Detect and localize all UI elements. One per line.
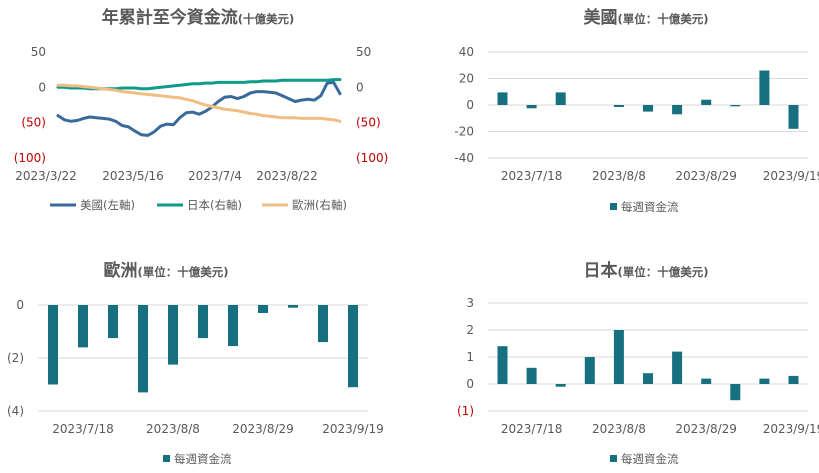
y-tick-label: 2 <box>466 323 474 337</box>
y-tick-label: -40 <box>454 151 474 165</box>
x-tick-label: 2023/8/8 <box>592 422 646 436</box>
y-tick-label: (2) <box>7 351 24 365</box>
bar <box>643 105 653 112</box>
bar <box>318 305 328 343</box>
y-tick-label: 0 <box>466 98 474 112</box>
y-tick-label: 20 <box>459 72 474 86</box>
legend-label: 每週資金流 <box>621 452 679 466</box>
y-right-tick-label: 0 <box>356 80 364 94</box>
us-flows-chart: 美國(單位：十億美元) 40 20 0 -20 -40 2023/7/18 2023/8/8… <box>454 7 819 214</box>
y-tick-label: 0 <box>16 298 24 312</box>
bar <box>555 92 566 105</box>
bar <box>526 367 537 384</box>
bar <box>108 305 118 339</box>
y-tick-label: (1) <box>457 404 474 418</box>
x-tick-label: 2023/7/4 <box>188 169 242 183</box>
japan-flows-panel: 日本(單位：十億美元) 3 2 1 0 (1) 2023/7/18 2023/8/8 2023… <box>410 235 819 469</box>
legend-swatch <box>610 203 617 210</box>
bar <box>759 70 770 105</box>
chart-title: 年累計至今資金流(十億美元) <box>102 7 295 28</box>
europe-flows-chart: 歐洲(單位：十億美元) 0 (2) (4) 2023/7/18 2023/8/8 2023… <box>7 260 384 466</box>
bar <box>701 99 712 105</box>
bar <box>730 384 741 401</box>
cumulative-flows-panel: 年累計至今資金流(十億美元) 50 0 (50) (100) 50 0 (50) (100)… <box>0 0 410 235</box>
x-tick-label: 2023/8/29 <box>675 422 737 436</box>
bar <box>198 305 208 339</box>
chart-title: 美國(單位：十億美元) <box>583 7 708 28</box>
bar <box>555 384 566 387</box>
japan-flows-chart: 日本(單位：十億美元) 3 2 1 0 (1) 2023/7/18 2023/8/8 2023… <box>457 260 819 466</box>
bar <box>258 305 268 313</box>
y-tick-label: 0 <box>466 377 474 391</box>
bar <box>672 105 683 115</box>
bar <box>788 105 799 129</box>
bar <box>584 357 595 384</box>
bar <box>228 305 238 347</box>
y-left-tick-label: (50) <box>21 116 46 130</box>
y-right-tick-label: (50) <box>356 116 381 130</box>
x-tick-label: 2023/8/8 <box>592 169 646 183</box>
bar <box>759 378 770 384</box>
bar <box>730 105 741 107</box>
x-tick-label: 2023/7/18 <box>501 169 563 183</box>
legend-swatch <box>610 455 617 462</box>
y-left-tick-label: (100) <box>14 151 46 165</box>
y-tick-label: 3 <box>466 296 474 310</box>
bar <box>613 105 624 107</box>
y-right-tick-label: (100) <box>356 151 388 165</box>
x-tick-label: 2023/8/29 <box>232 422 294 436</box>
legend-label: 每週資金流 <box>174 452 232 466</box>
bar <box>138 305 148 393</box>
bar <box>643 373 653 384</box>
legend-swatch <box>163 455 170 462</box>
bar <box>288 305 298 308</box>
cumulative-flows-chart: 年累計至今資金流(十億美元) 50 0 (50) (100) 50 0 (50) (100)… <box>14 7 389 212</box>
bar <box>48 305 58 385</box>
x-tick-label: 2023/8/8 <box>146 422 200 436</box>
bar <box>613 330 624 384</box>
y-tick-label: -20 <box>454 125 474 139</box>
bar <box>701 378 712 384</box>
chart-title: 日本(單位：十億美元) <box>583 260 708 281</box>
legend-label: 歐洲(右軸) <box>292 198 347 212</box>
x-tick-label: 2023/5/16 <box>102 169 164 183</box>
y-left-tick-label: 50 <box>31 45 46 59</box>
y-right-tick-label: 50 <box>356 45 371 59</box>
x-tick-label: 2023/8/22 <box>256 169 318 183</box>
us-flows-panel: 美國(單位：十億美元) 40 20 0 -20 -40 2023/7/18 2023/8/8… <box>410 0 819 235</box>
x-tick-label: 2023/9/19 <box>763 169 819 183</box>
y-tick-label: (4) <box>7 404 24 418</box>
series-line-us <box>56 80 342 137</box>
bar <box>78 305 88 348</box>
bar <box>526 105 537 109</box>
legend-label: 美國(左軸) <box>80 198 135 212</box>
y-tick-label: 1 <box>466 350 474 364</box>
bar <box>168 305 178 365</box>
x-tick-label: 2023/7/18 <box>501 422 563 436</box>
x-tick-label: 2023/8/29 <box>675 169 737 183</box>
x-tick-label: 2023/3/22 <box>15 169 77 183</box>
bar <box>672 351 683 384</box>
x-tick-label: 2023/9/19 <box>763 422 819 436</box>
bar <box>497 92 508 105</box>
x-tick-label: 2023/7/18 <box>52 422 114 436</box>
bar <box>497 346 508 384</box>
europe-flows-panel: 歐洲(單位：十億美元) 0 (2) (4) 2023/7/18 2023/8/8 2023… <box>0 235 410 469</box>
legend-label: 日本(右軸) <box>187 198 242 212</box>
bar <box>788 375 799 384</box>
y-left-tick-label: 0 <box>38 80 46 94</box>
y-tick-label: 40 <box>459 45 474 59</box>
legend-label: 每週資金流 <box>621 200 679 214</box>
bar <box>348 305 358 388</box>
x-tick-label: 2023/9/19 <box>322 422 384 436</box>
chart-title: 歐洲(單位：十億美元) <box>103 260 228 281</box>
series-line-europe <box>56 83 342 123</box>
